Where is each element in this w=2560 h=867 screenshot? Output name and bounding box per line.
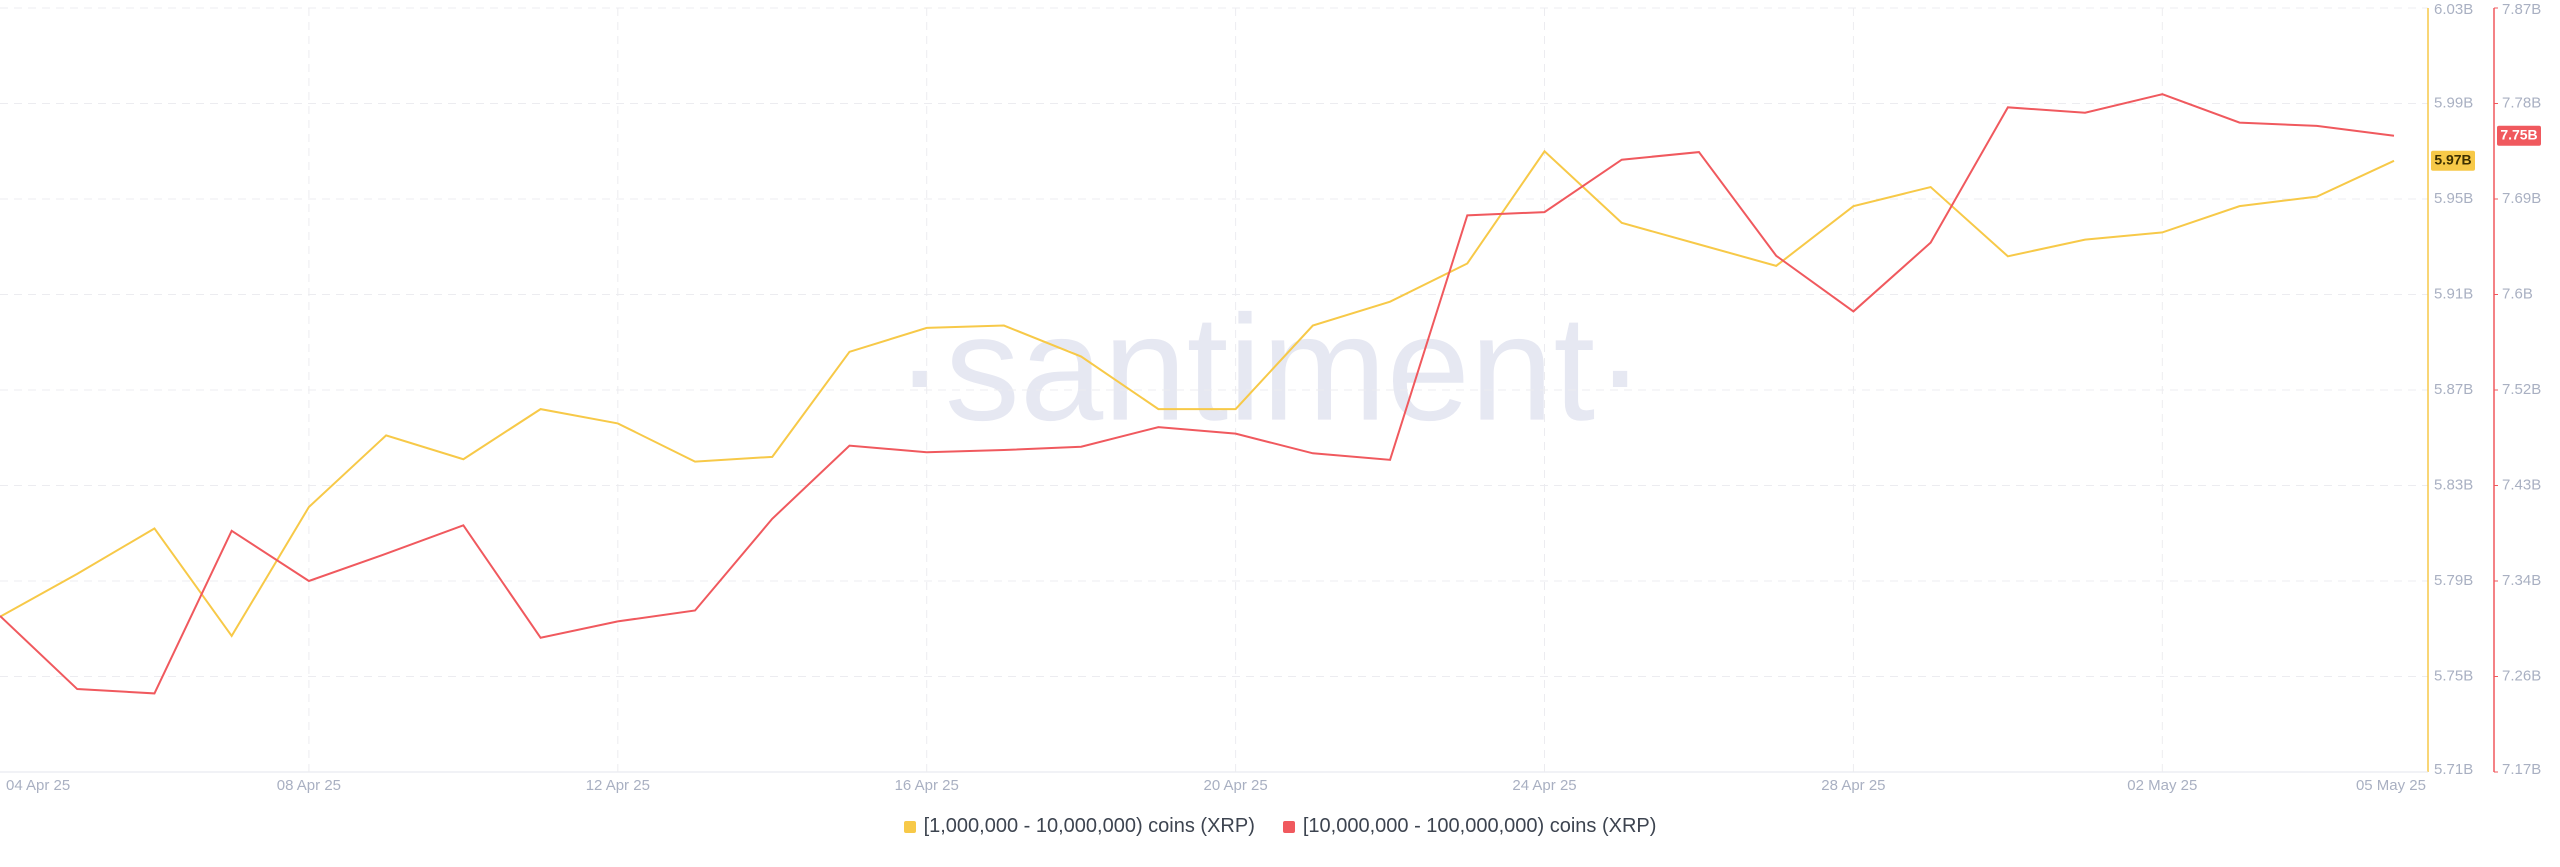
y2-tick-label: 7.52B <box>2502 381 2541 398</box>
y2-tick-label: 7.34B <box>2502 572 2541 589</box>
y-tick-label: 5.75B <box>2434 667 2473 684</box>
legend-item[interactable]: [10,000,000 - 100,000,000) coins (XRP) <box>1282 815 1657 838</box>
y-tick-label: 5.71B <box>2434 761 2473 778</box>
x-tick-label: 28 Apr 25 <box>1821 777 1885 794</box>
x-tick-label: 04 Apr 25 <box>6 777 70 794</box>
y-tick-label: 5.87B <box>2434 381 2473 398</box>
y-tick-label: 5.79B <box>2434 572 2473 589</box>
series-line <box>0 149 2395 638</box>
legend-swatch <box>1282 820 1295 833</box>
y2-tick-label: 7.17B <box>2502 761 2541 778</box>
x-tick-label: 02 May 25 <box>2127 777 2197 794</box>
x-tick-label: 05 May 25 <box>2356 777 2426 794</box>
y2-tick-label: 7.78B <box>2502 94 2541 111</box>
value-badge <box>2497 125 2541 146</box>
value-badge <box>2431 150 2475 171</box>
x-tick-label: 24 Apr 25 <box>1512 777 1576 794</box>
value-badge-label: 5.97B <box>2434 152 2471 168</box>
legend-label: [1,000,000 - 10,000,000) coins (XRP) <box>923 815 1255 837</box>
y-tick-label: 5.83B <box>2434 476 2473 493</box>
y2-tick-label: 7.69B <box>2502 190 2541 207</box>
x-tick-label: 12 Apr 25 <box>586 777 650 794</box>
y2-tick-label: 7.43B <box>2502 476 2541 493</box>
y-tick-label: 5.95B <box>2434 190 2473 207</box>
legend: [1,000,000 - 10,000,000) coins (XRP) [10,… <box>0 815 2560 838</box>
value-badge-label: 7.75B <box>2500 126 2537 142</box>
y2-tick-label: 7.87B <box>2502 1 2541 18</box>
chart: ·santiment· 5.71B 5.75B 5.79B 5.83B 5.87B 5.9… <box>0 1 2541 794</box>
y-tick-label: 6.03B <box>2434 1 2473 18</box>
legend-swatch <box>903 820 916 833</box>
y-tick-label: 5.91B <box>2434 285 2473 302</box>
x-tick-label: 20 Apr 25 <box>1204 777 1268 794</box>
y2-tick-label: 7.6B <box>2502 285 2533 302</box>
x-tick-label: 16 Apr 25 <box>895 777 959 794</box>
legend-item[interactable]: [1,000,000 - 10,000,000) coins (XRP) <box>903 815 1255 838</box>
legend-label: [10,000,000 - 100,000,000) coins (XRP) <box>1302 815 1657 837</box>
watermark: ·santiment· <box>895 284 1645 452</box>
x-tick-label: 08 Apr 25 <box>277 777 341 794</box>
series-line <box>0 93 2395 695</box>
y-tick-label: 5.99B <box>2434 94 2473 111</box>
y2-tick-label: 7.26B <box>2502 667 2541 684</box>
